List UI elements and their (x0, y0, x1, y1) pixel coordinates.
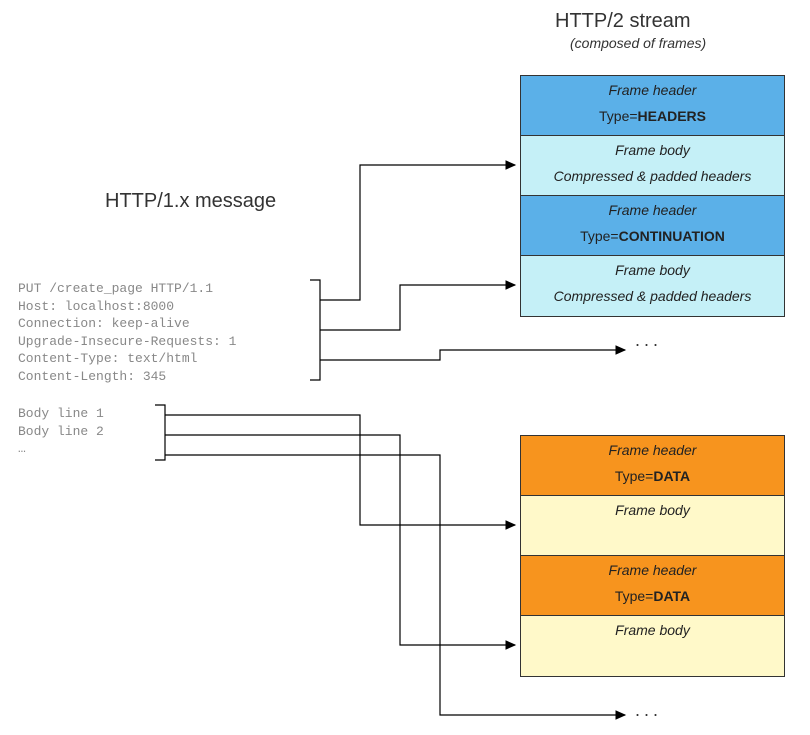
arrow-to-ellipsis (320, 350, 625, 360)
arrow-to-frame (165, 435, 515, 645)
bracket-headers (310, 280, 320, 380)
arrow-to-frame (165, 415, 515, 525)
arrow-to-ellipsis (165, 455, 625, 715)
connector-lines (0, 0, 810, 735)
arrow-to-frame (320, 165, 515, 300)
arrow-to-frame (320, 285, 515, 330)
bracket-body (155, 405, 165, 460)
